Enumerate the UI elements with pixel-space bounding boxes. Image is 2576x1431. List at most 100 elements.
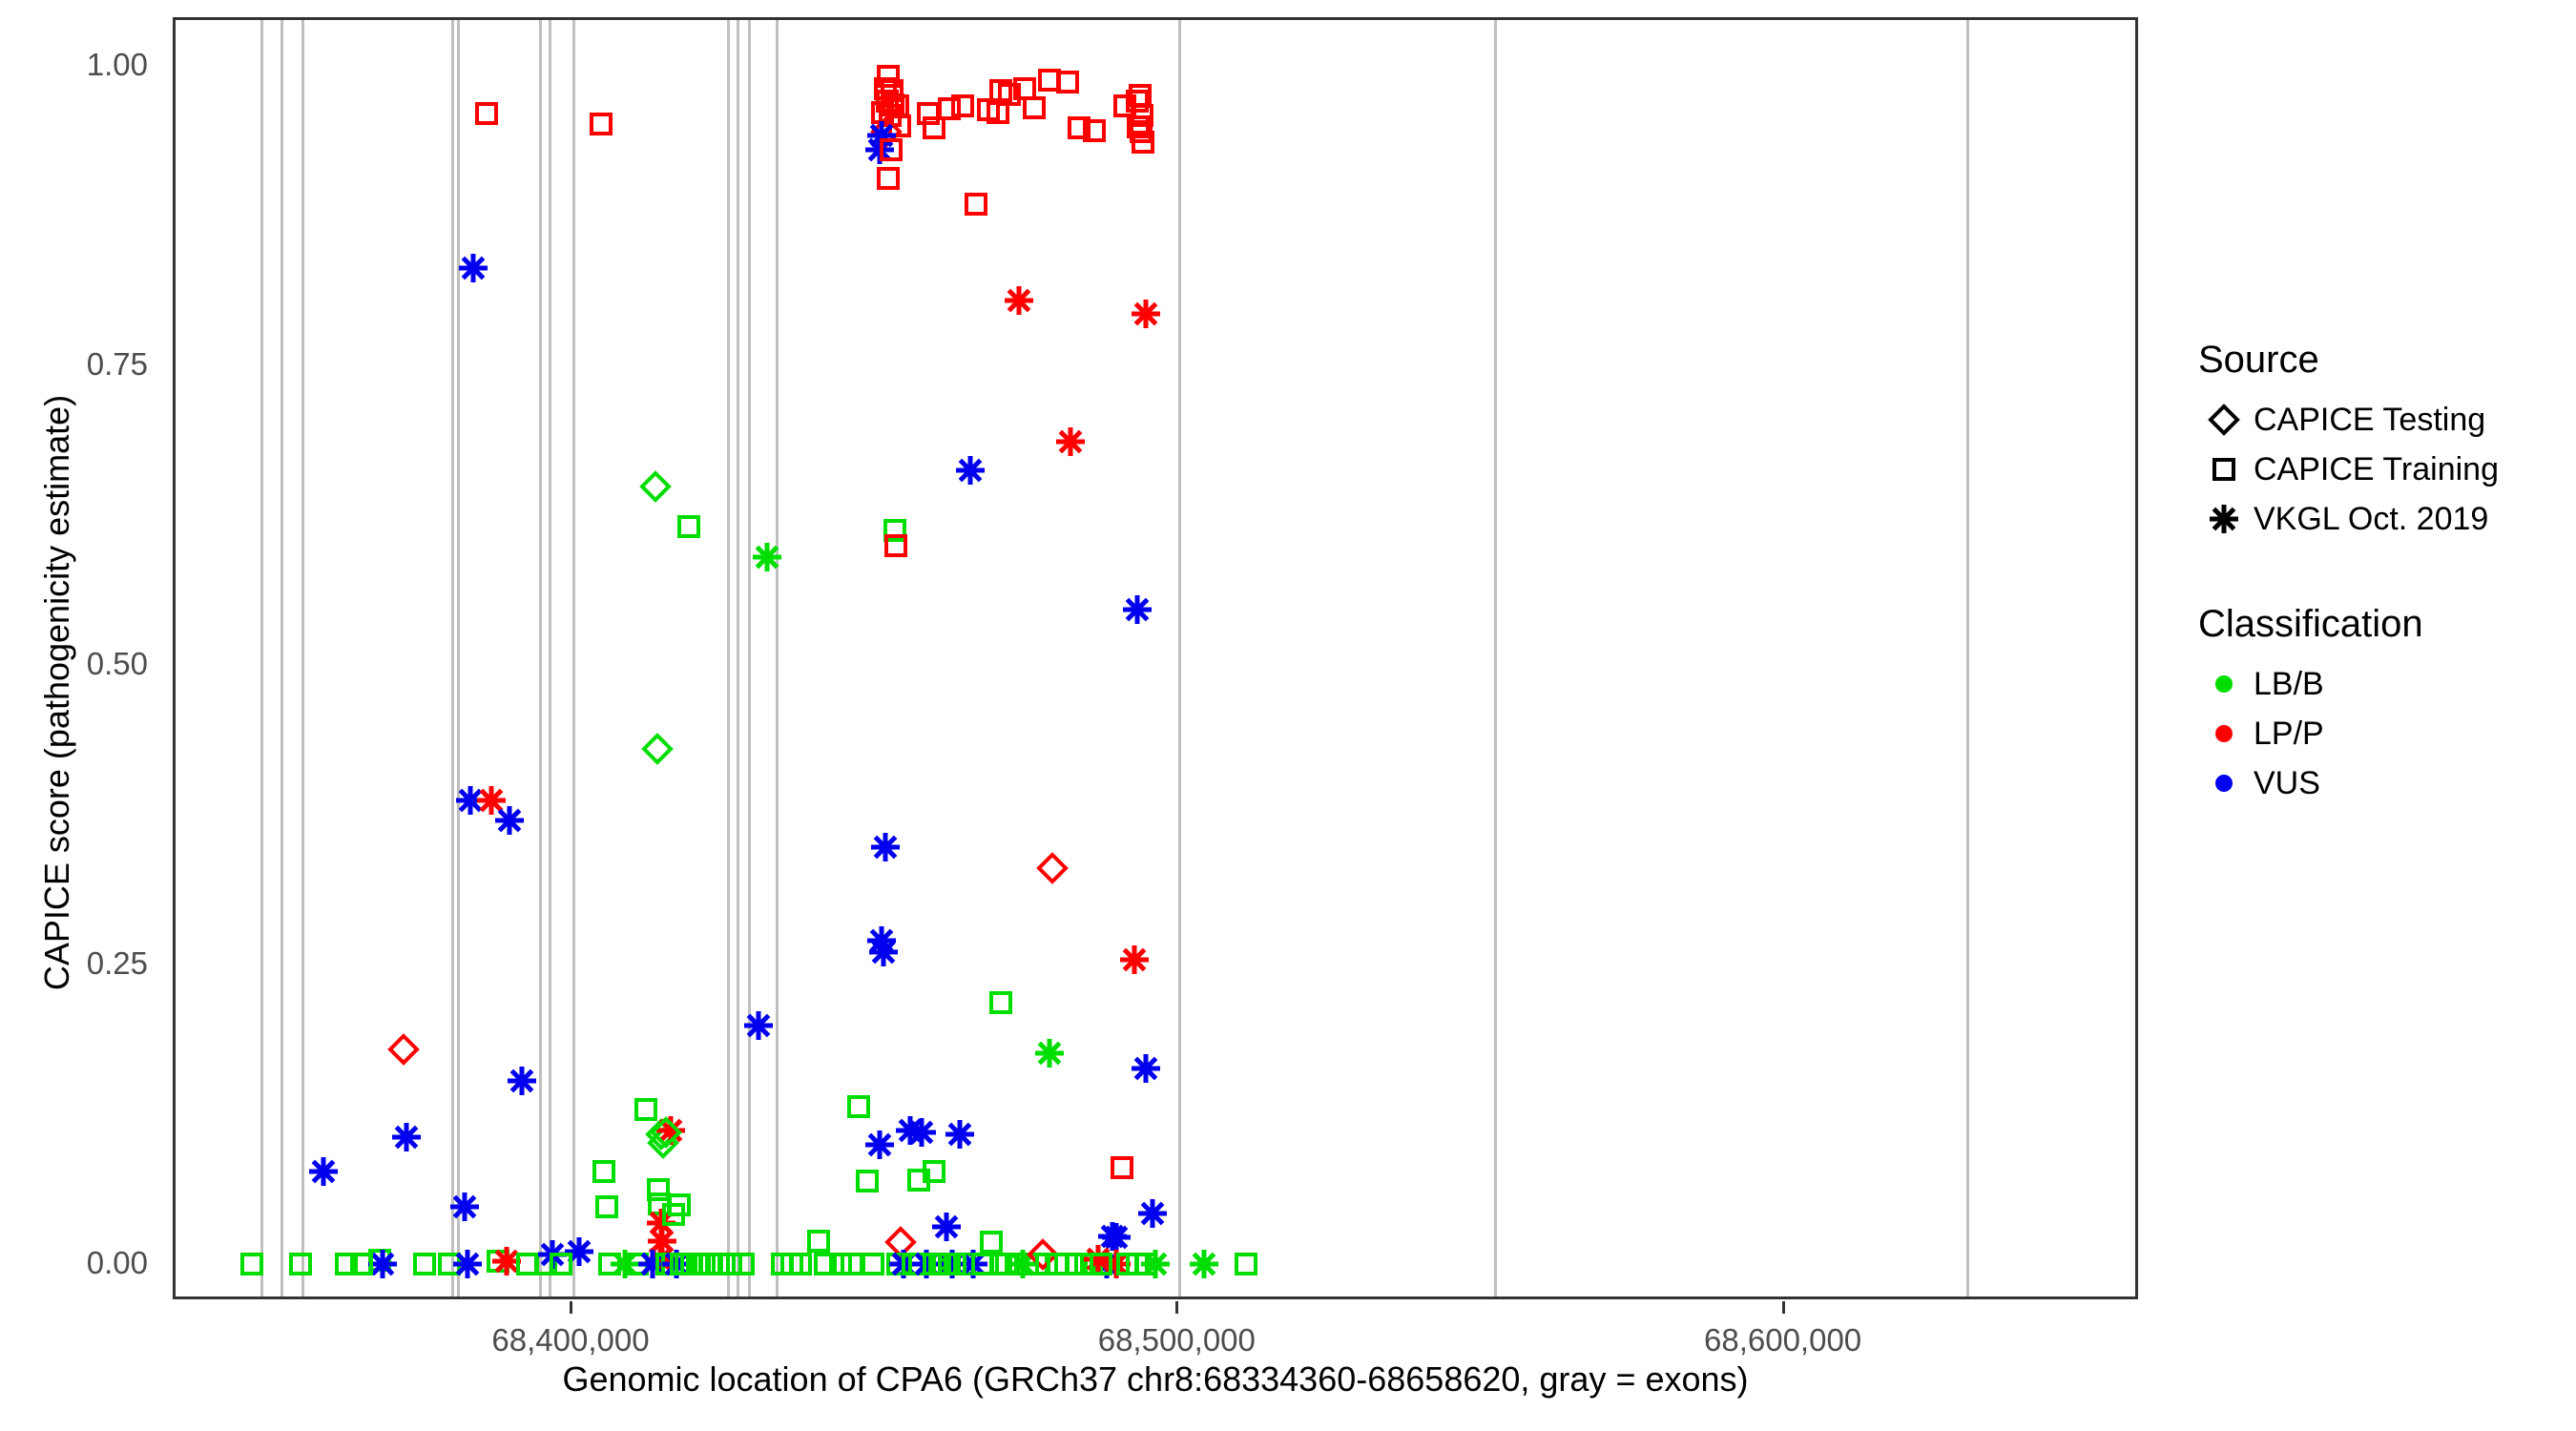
- exon-line: [457, 20, 461, 1296]
- data-point: [1002, 283, 1036, 318]
- data-point: [914, 99, 943, 128]
- data-point: [984, 98, 1012, 127]
- data-point: [644, 1175, 673, 1204]
- data-point: [768, 1250, 797, 1278]
- data-point: [804, 1227, 833, 1255]
- data-point: [387, 1033, 420, 1066]
- data-point: [943, 1117, 977, 1151]
- plot-panel: [173, 17, 2138, 1299]
- asterisk-icon: [2194, 502, 2254, 536]
- exon-line: [1966, 20, 1970, 1296]
- data-point: [286, 1250, 315, 1278]
- data-point: [683, 1250, 712, 1278]
- data-point: [877, 135, 905, 164]
- data-point: [1087, 1250, 1115, 1278]
- data-point: [592, 1192, 621, 1221]
- legend-item[interactable]: VUS: [2194, 758, 2576, 808]
- data-point: [941, 1250, 969, 1278]
- exon-line: [748, 20, 752, 1296]
- y-tick-label: 0.50: [86, 646, 148, 682]
- x-tick-label: 68,600,000: [1703, 1322, 1862, 1358]
- data-point: [410, 1250, 439, 1278]
- legend-item-label: CAPICE Training: [2254, 450, 2499, 487]
- data-point: [1032, 1250, 1061, 1278]
- legend-title: Source: [2198, 339, 2319, 381]
- data-point: [1120, 592, 1154, 627]
- data-point: [881, 516, 909, 545]
- data-point: [587, 110, 615, 138]
- data-point: [935, 94, 964, 123]
- data-point: [717, 1250, 745, 1278]
- data-point: [1135, 1196, 1170, 1231]
- data-point: [389, 1120, 424, 1154]
- data-point: [1053, 425, 1088, 459]
- data-point: [874, 62, 903, 91]
- data-point: [853, 1167, 882, 1195]
- data-point: [547, 1250, 575, 1278]
- data-point: [640, 732, 674, 765]
- data-point: [962, 190, 990, 218]
- exon-line: [572, 20, 575, 1296]
- data-point: [474, 783, 509, 818]
- exon-line: [260, 20, 263, 1296]
- data-point: [1020, 93, 1049, 122]
- data-point: [1053, 68, 1082, 96]
- data-point: [489, 1244, 524, 1278]
- legend-item-label: CAPICE Testing: [2254, 401, 2486, 438]
- data-point: [862, 1128, 897, 1162]
- exon-line: [539, 20, 543, 1296]
- data-point: [562, 1234, 596, 1269]
- data-point: [665, 1191, 694, 1219]
- legend-title: Classification: [2198, 603, 2423, 645]
- data-point: [675, 512, 703, 541]
- legend-item[interactable]: LP/P: [2194, 709, 2576, 758]
- exon-line: [450, 20, 454, 1296]
- legend-item[interactable]: CAPICE Training: [2194, 445, 2576, 494]
- x-axis-title: Genomic location of CPA6 (GRCh37 chr8:68…: [562, 1359, 1749, 1399]
- legend-item-label: LB/B: [2254, 665, 2324, 702]
- legend-item[interactable]: LB/B: [2194, 659, 2576, 709]
- data-point: [472, 99, 501, 128]
- legend-item-label: VUS: [2254, 764, 2320, 801]
- data-point: [696, 1250, 724, 1278]
- data-point: [1027, 1237, 1060, 1271]
- data-point: [995, 80, 1024, 109]
- y-tick-label: 0.25: [86, 945, 148, 982]
- data-point: [306, 1154, 341, 1189]
- data-point: [874, 164, 903, 193]
- x-tick-label: 68,500,000: [1097, 1322, 1256, 1358]
- data-point: [649, 1115, 682, 1149]
- data-point: [904, 1115, 939, 1150]
- data-point: [838, 1250, 866, 1278]
- data-point: [1065, 114, 1093, 142]
- data-point: [953, 453, 987, 487]
- data-point: [1129, 297, 1163, 331]
- data-point: [859, 1250, 887, 1278]
- data-point: [948, 92, 977, 120]
- exon-line: [301, 20, 305, 1296]
- exon-line: [548, 20, 551, 1296]
- data-point: [238, 1250, 266, 1278]
- data-point: [1187, 1247, 1221, 1281]
- circle-icon: [2194, 771, 2254, 796]
- data-point: [632, 1095, 660, 1124]
- data-point: [920, 114, 948, 142]
- data-point: [866, 935, 901, 969]
- data-point: [1080, 116, 1109, 145]
- exon-line: [727, 20, 730, 1296]
- exon-line: [736, 20, 739, 1296]
- y-tick-label: 1.00: [86, 47, 148, 83]
- data-point: [977, 1228, 1006, 1256]
- square-icon: [2194, 455, 2254, 484]
- y-tick-label: 0.00: [86, 1245, 148, 1281]
- data-point: [450, 1247, 485, 1281]
- data-point: [987, 988, 1015, 1017]
- y-tick-label: 0.75: [86, 346, 148, 383]
- data-point: [638, 469, 672, 503]
- data-point: [1095, 1219, 1130, 1254]
- legend-item[interactable]: CAPICE Testing: [2194, 395, 2576, 445]
- legend-item-label: VKGL Oct. 2019: [2254, 500, 2489, 537]
- data-point: [332, 1250, 361, 1278]
- exon-line: [280, 20, 283, 1296]
- legend-item[interactable]: VKGL Oct. 2019: [2194, 494, 2576, 544]
